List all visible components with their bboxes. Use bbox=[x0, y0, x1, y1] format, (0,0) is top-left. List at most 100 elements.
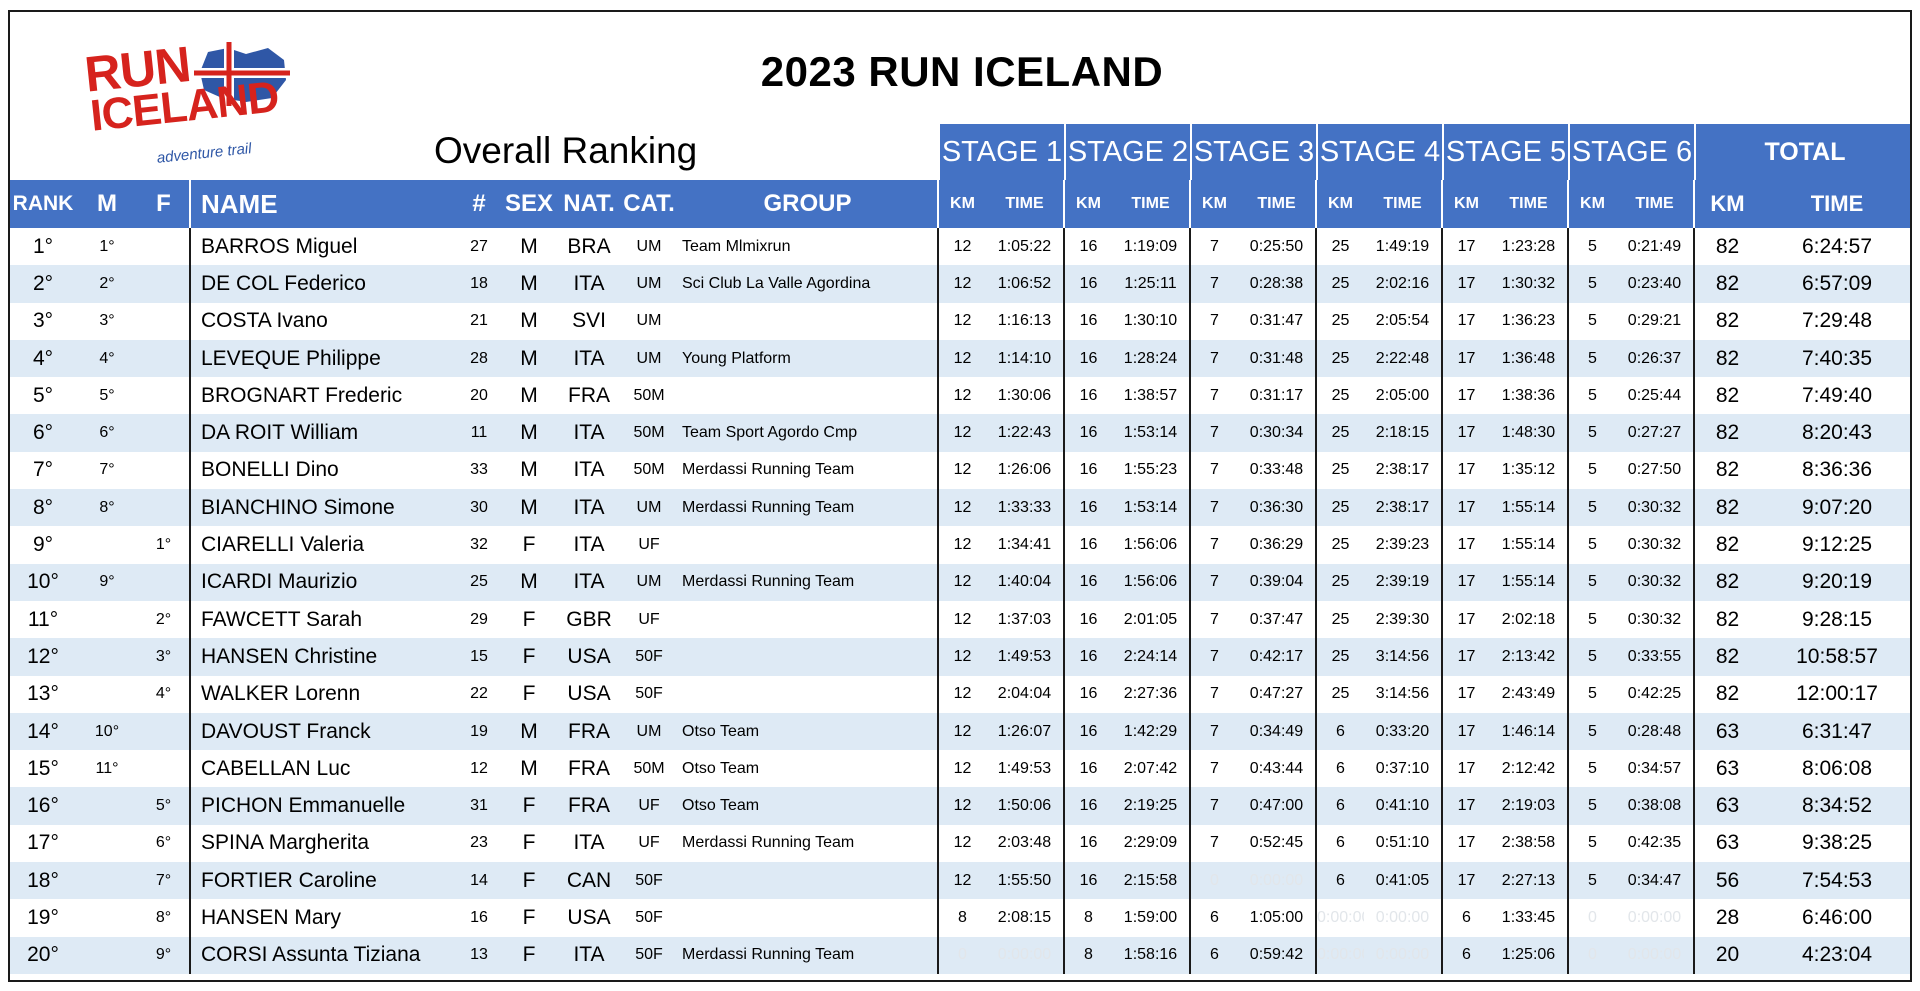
stage-6-time-cell: 0:21:49 bbox=[1627, 237, 1682, 255]
table-row: 11° 2° FAWCETT Sarah 29 F GBR UF 12 1:37:03 16 2:0… bbox=[10, 600, 1910, 639]
total-km-cell: 82 bbox=[1693, 563, 1760, 601]
stage-5-km-cell: 17 bbox=[1441, 712, 1490, 751]
stage-4-time-cell: 0:00:00 bbox=[1375, 908, 1430, 926]
stage-6-km-cell: 5 bbox=[1567, 750, 1616, 788]
stage-1-km-cell: 12 bbox=[937, 451, 986, 490]
stage-2-km-cell: 16 bbox=[1063, 489, 1112, 527]
category-cell: 50F bbox=[620, 862, 678, 900]
sex-cell: M bbox=[520, 234, 538, 258]
logo-tagline: adventure trail bbox=[156, 140, 253, 167]
stage-5-time-cell: 1:55:14 bbox=[1490, 563, 1568, 601]
nationality-cell: ITA bbox=[558, 339, 620, 378]
stage-2-time-cell: 1:25:11 bbox=[1112, 265, 1190, 303]
stage-2-time-header: TIME bbox=[1112, 180, 1190, 228]
stage-2-km-cell: 16 bbox=[1063, 638, 1112, 676]
table-row: 1° 1° BARROS Miguel 27 M BRA UM Team Mlmixrun 12… bbox=[10, 228, 1910, 266]
total-time-cell: 10:58:57 bbox=[1760, 638, 1910, 676]
stage-1-header: STAGE 1 bbox=[938, 124, 1064, 180]
stage-4-km-cell: 25 bbox=[1315, 414, 1364, 452]
category-cell: UF bbox=[638, 834, 660, 852]
stage-6-km-cell: 5 bbox=[1567, 563, 1616, 601]
stage-3-km-cell: 7 bbox=[1189, 824, 1238, 863]
stage-4-time-cell: 2:38:17 bbox=[1364, 489, 1442, 527]
stage-4-time-cell: 2:38:17 bbox=[1375, 461, 1430, 479]
stage-5-km-cell: 17 bbox=[1441, 824, 1490, 863]
stage-3-km-cell: 7 bbox=[1189, 339, 1238, 378]
category-cell: 50M bbox=[633, 759, 665, 777]
stage-1-time-cell: 1:06:52 bbox=[986, 265, 1064, 303]
table-row: 20° 9° CORSI Assunta Tiziana 13 F ITA 50F Merda… bbox=[10, 936, 1910, 974]
rank-cell: 16° bbox=[10, 787, 76, 825]
male-rank-cell: 3° bbox=[99, 312, 115, 330]
table-row: 16° 5° PICHON Emmanuelle 31 F FRA UF Otso Team 1… bbox=[10, 787, 1910, 825]
stage-1-km-cell: 12 bbox=[937, 600, 986, 639]
stage-6-time-cell: 0:30:32 bbox=[1616, 489, 1694, 527]
stage-1-time-cell: 2:03:48 bbox=[997, 834, 1052, 852]
stage-3-header: STAGE 3 bbox=[1190, 124, 1316, 180]
female-rank-cell bbox=[138, 303, 190, 340]
stage-3-time-cell: 1:05:00 bbox=[1249, 908, 1304, 926]
stage-5-time-cell: 1:33:45 bbox=[1501, 908, 1556, 926]
female-rank-cell: 9° bbox=[138, 936, 190, 974]
stage-2-time-cell: 2:01:05 bbox=[1123, 610, 1178, 628]
stage-6-km-cell: 5 bbox=[1567, 489, 1616, 527]
stage-5-km-cell: 17 bbox=[1441, 638, 1490, 676]
stage-2-km-cell: 16 bbox=[1063, 675, 1112, 713]
stage-3-time-cell: 0:31:48 bbox=[1238, 339, 1316, 378]
rank-cell: 1° bbox=[32, 234, 54, 258]
total-km-cell: 82 bbox=[1693, 339, 1760, 378]
nationality-cell: FRA bbox=[558, 712, 620, 751]
stage-1-km-cell: 12 bbox=[937, 377, 986, 415]
stage-4-km-cell: 25 bbox=[1315, 638, 1364, 676]
female-rank-cell: 2° bbox=[155, 610, 172, 628]
category-cell: 50F bbox=[635, 685, 663, 703]
stage-4-km-header: KM bbox=[1315, 180, 1364, 228]
table-row: 4° 4° LEVEQUE Philippe 28 M ITA UM Young Platfo… bbox=[10, 339, 1910, 378]
stage-3-time-cell: 0:36:30 bbox=[1238, 489, 1316, 527]
rank-cell: 20° bbox=[10, 936, 76, 974]
stage-4-km-cell: 25 bbox=[1315, 302, 1364, 340]
total-time-cell: 9:07:20 bbox=[1760, 489, 1910, 527]
rank-cell: 5° bbox=[32, 383, 54, 407]
table-row: 7° 7° BONELLI Dino 33 M ITA 50M Merdassi Runnin… bbox=[10, 451, 1910, 490]
stage-2-time-cell: 1:53:14 bbox=[1112, 414, 1190, 452]
stage-3-km-cell: 7 bbox=[1189, 750, 1238, 788]
stage-6-time-cell: 0:34:47 bbox=[1616, 862, 1694, 900]
male-rank-cell: 9° bbox=[76, 563, 138, 601]
stage-4-km-cell: 0:00:00 bbox=[1315, 899, 1364, 937]
name-cell: DAVOUST Franck bbox=[189, 712, 458, 751]
bib-cell: 16 bbox=[470, 908, 488, 926]
female-rank-cell bbox=[138, 750, 190, 787]
stage-3-km-cell: 7 bbox=[1189, 489, 1238, 527]
stage-5-km-cell: 17 bbox=[1441, 302, 1490, 340]
stage-2-time-cell: 1:53:14 bbox=[1112, 489, 1190, 527]
stage-6-time-cell: 0:30:32 bbox=[1627, 610, 1682, 628]
rank-column-header: RANK bbox=[10, 180, 76, 228]
sex-cell: M bbox=[500, 414, 558, 452]
name-cell: CORSI Assunta Tiziana bbox=[189, 936, 458, 974]
name-cell: COSTA Ivano bbox=[189, 302, 458, 340]
stage-1-time-cell: 1:26:07 bbox=[986, 712, 1064, 751]
run-iceland-logo: RUN ICELAND adventure trail bbox=[76, 32, 290, 182]
nationality-column-header: NAT. bbox=[558, 180, 620, 228]
stage-6-km-header: KM bbox=[1567, 180, 1616, 228]
stage-3-km-cell: 7 bbox=[1189, 265, 1238, 303]
category-cell: UF bbox=[638, 536, 660, 554]
group-cell bbox=[678, 899, 938, 936]
stage-1-km-cell: 12 bbox=[937, 750, 986, 788]
female-rank-cell bbox=[138, 339, 190, 378]
stage-2-km-cell: 16 bbox=[1063, 228, 1112, 266]
stage-1-time-cell: 2:08:15 bbox=[997, 908, 1052, 926]
sheet-header: RUN ICELAND adventure trail 2023 RUN ICE… bbox=[10, 12, 1910, 180]
stage-1-time-cell: 1:49:53 bbox=[997, 759, 1052, 777]
stage-1-km-cell: 12 bbox=[937, 302, 986, 340]
stage-5-time-header: TIME bbox=[1490, 180, 1568, 228]
total-time-cell: 6:46:00 bbox=[1801, 905, 1873, 929]
stage-5-time-cell: 2:02:18 bbox=[1501, 610, 1556, 628]
stage-5-time-cell: 1:46:14 bbox=[1490, 712, 1568, 751]
total-km-cell: 28 bbox=[1693, 899, 1760, 937]
stage-5-km-cell: 17 bbox=[1441, 489, 1490, 527]
total-time-cell: 9:20:19 bbox=[1760, 563, 1910, 601]
group-cell bbox=[678, 862, 938, 900]
group-cell bbox=[678, 526, 938, 563]
